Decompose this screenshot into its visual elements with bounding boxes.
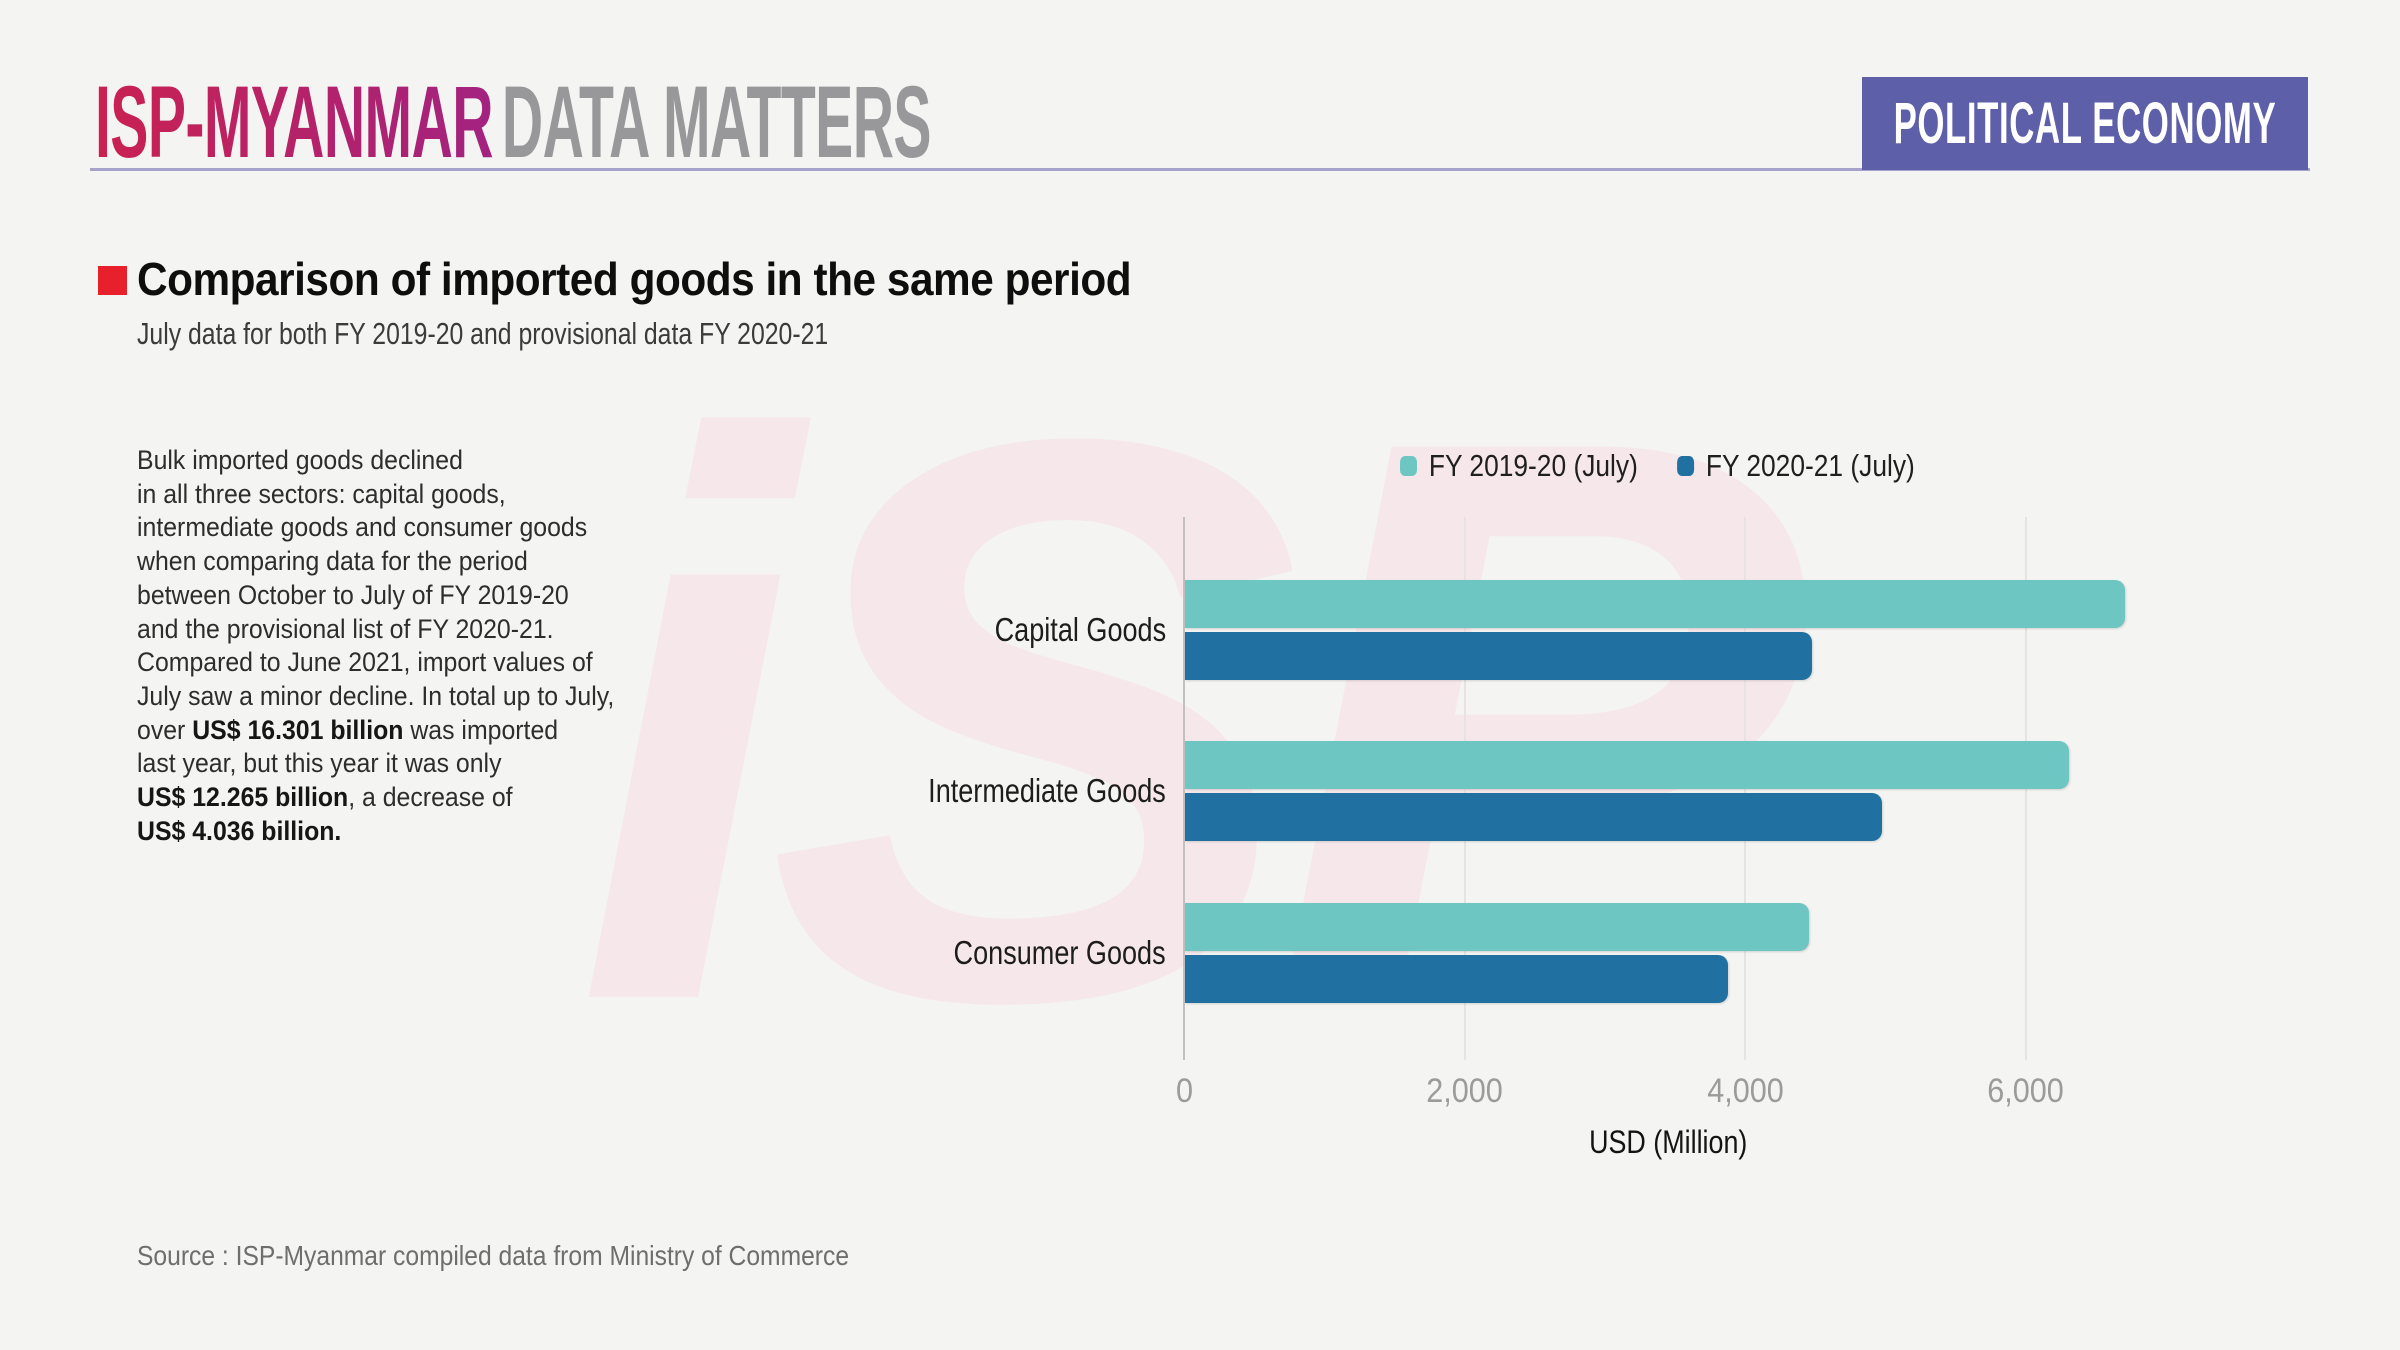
x-tick-label-0: 0 bbox=[1104, 1072, 1264, 1110]
category-label-capital-goods: Capital Goods bbox=[736, 608, 1166, 652]
title-bullet-square bbox=[98, 266, 127, 295]
legend-swatch-0 bbox=[1400, 456, 1417, 476]
commentary-paragraph: Bulk imported goods declined in all thre… bbox=[137, 444, 726, 848]
x-tick-label-4,000: 4,000 bbox=[1665, 1072, 1825, 1110]
legend-swatch-1 bbox=[1676, 456, 1694, 476]
bar-capital-goods-series-1 bbox=[1185, 632, 1812, 680]
source-note: Source : ISP-Myanmar compiled data from … bbox=[137, 1240, 850, 1271]
commentary-bold-decrease: US$ 4.036 billion. bbox=[137, 815, 342, 846]
category-badge: POLITICAL ECONOMY bbox=[1862, 77, 2308, 170]
commentary-segment: Bulk imported goods declined in all thre… bbox=[137, 445, 615, 745]
x-axis-title-text: USD (Million) bbox=[1588, 1124, 1748, 1160]
page-subtitle: July data for both FY 2019-20 and provis… bbox=[137, 316, 829, 351]
category-label-text: Consumer Goods bbox=[953, 934, 1166, 971]
x-tick-text: 0 bbox=[1175, 1072, 1193, 1110]
commentary-bold-total-thisyear: US$ 12.265 billion bbox=[137, 782, 349, 813]
x-tick-text: 2,000 bbox=[1426, 1072, 1503, 1110]
bar-intermediate-goods-series-1 bbox=[1185, 793, 1882, 841]
bar-consumer-goods-series-0 bbox=[1185, 903, 1809, 951]
x-tick-label-2,000: 2,000 bbox=[1385, 1072, 1545, 1110]
x-tick-text: 6,000 bbox=[1987, 1072, 2065, 1110]
y-axis-line bbox=[1183, 517, 1185, 1060]
legend-item-fy2020-21: FY 2020-21 (July) bbox=[1676, 448, 1915, 484]
category-label-consumer-goods: Consumer Goods bbox=[736, 931, 1166, 975]
logo-secondary-text: DATA MATTERS bbox=[501, 65, 932, 180]
category-label-intermediate-goods: Intermediate Goods bbox=[736, 769, 1166, 813]
bar-capital-goods-series-0 bbox=[1185, 580, 2125, 628]
category-badge-label: POLITICAL ECONOMY bbox=[1893, 90, 2277, 156]
legend-label-1: FY 2020-21 (July) bbox=[1705, 448, 1915, 483]
x-axis-title: USD (Million) bbox=[1184, 1124, 2152, 1161]
legend-label-0: FY 2019-20 (July) bbox=[1428, 448, 1638, 483]
category-label-text: Intermediate Goods bbox=[928, 772, 1166, 809]
logo: ISP-MYANMAR DATA MATTERS bbox=[95, 65, 932, 180]
bar-consumer-goods-series-1 bbox=[1185, 955, 1728, 1003]
header-divider bbox=[90, 168, 2310, 171]
logo-primary-text: ISP-MYANMAR bbox=[95, 65, 494, 180]
commentary-segment: was imported last year, but this year it… bbox=[137, 714, 559, 779]
category-label-text: Capital Goods bbox=[994, 611, 1166, 648]
chart-legend: FY 2019-20 (July) FY 2020-21 (July) bbox=[1400, 448, 1915, 484]
commentary-bold-total-lastyear: US$ 16.301 billion bbox=[192, 714, 404, 745]
x-tick-label-6,000: 6,000 bbox=[1946, 1072, 2106, 1110]
legend-item-fy2019-20: FY 2019-20 (July) bbox=[1400, 448, 1638, 484]
bar-intermediate-goods-series-0 bbox=[1185, 741, 2069, 789]
commentary-segment: , a decrease of bbox=[348, 782, 513, 813]
page-title: Comparison of imported goods in the same… bbox=[137, 253, 1132, 305]
x-tick-text: 4,000 bbox=[1706, 1072, 1784, 1110]
